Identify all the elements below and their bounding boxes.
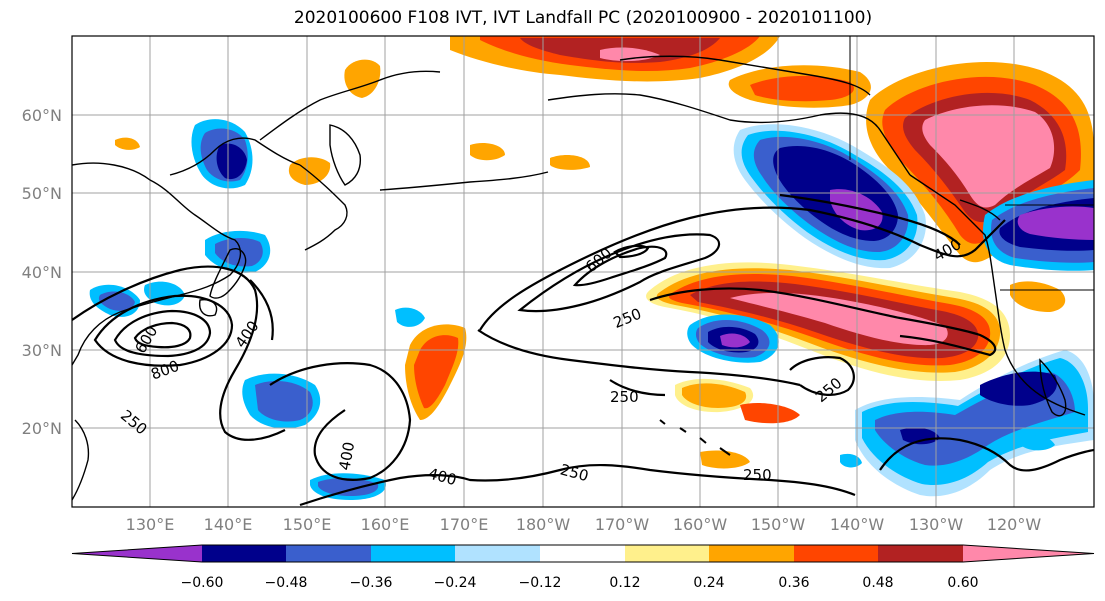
lat-label: 30°N [22,341,62,360]
colorbar-outline [71,544,1095,563]
colorbar-tick-label: −0.36 [350,575,393,591]
lat-label: 50°N [22,184,62,203]
coastlines [72,36,1094,501]
graticule [72,36,1094,507]
shaded-fields [89,36,1094,500]
lon-label: 150°W [751,515,806,534]
colorbar-tick-label: −0.24 [434,575,477,591]
colorbar-swatch [455,545,540,562]
map-frame [71,35,1095,508]
colorbar-tick-label: 0.36 [778,575,809,591]
lon-label: 180°W [516,515,571,534]
colorbar-swatch [794,545,878,562]
lat-label: 20°N [22,419,62,438]
colorbar-tick-label: 0.48 [862,575,893,591]
colorbar-swatch [286,545,371,562]
colorbar-tick-label: −0.60 [181,575,224,591]
latitude-labels: 60°N 50°N 40°N 30°N 20°N [22,106,62,438]
lon-label: 170°E [440,515,489,534]
colorbar-swatch [709,545,794,562]
ivt-contours [72,193,1094,507]
colorbar-extend-low [72,545,202,562]
lon-label: 170°W [595,515,650,534]
colorbar [71,544,1095,563]
colorbar-swatch [371,545,455,562]
lat-label: 40°N [22,263,62,282]
colorbar-tick-label: −0.48 [265,575,308,591]
contour-label: 250 [610,388,639,406]
map-title: 2020100600 F108 IVT, IVT Landfall PC (20… [293,8,873,28]
colorbar-tick-label: 0.60 [947,575,978,591]
lon-label: 140°E [204,515,253,534]
colorbar-tick-label: −0.12 [519,575,562,591]
lon-label: 130°E [126,515,175,534]
colorbar-swatch [202,545,286,562]
lon-label: 160°E [361,515,410,534]
lon-label: 160°W [673,515,728,534]
lon-label: 150°E [283,515,332,534]
colorbar-tick-label: 0.24 [693,575,724,591]
lon-label: 120°W [987,515,1042,534]
colorbar-extend-high [963,545,1094,562]
colorbar-swatch [878,545,963,562]
lat-label: 60°N [22,106,62,125]
colorbar-tick-labels: −0.60 −0.48 −0.36 −0.24 −0.12 0.12 0.24 … [181,575,979,591]
colorbar-swatch [625,545,709,562]
colorbar-swatch [540,545,625,562]
longitude-labels: 130°E 140°E 150°E 160°E 170°E 180°W 170°… [126,515,1042,534]
lon-label: 140°W [830,515,885,534]
contour-label: 250 [743,466,772,484]
colorbar-tick-label: 0.12 [609,575,640,591]
lon-label: 130°W [909,515,964,534]
contour-label: 400 [336,440,359,471]
